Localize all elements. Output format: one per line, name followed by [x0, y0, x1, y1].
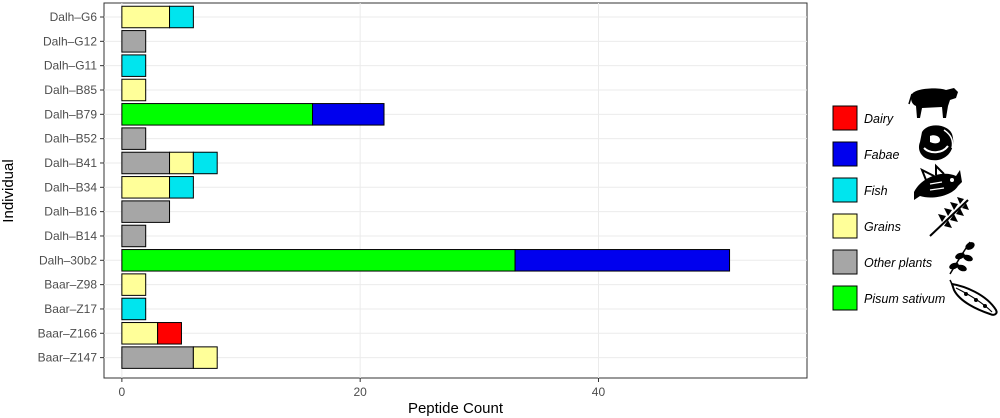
y-tick-label: Baar–Z98 — [44, 278, 97, 292]
legend-key-pisum-sativum — [832, 285, 858, 311]
legend-key-fabae — [832, 141, 858, 167]
y-tick-label: Dalh–B79 — [44, 107, 97, 121]
legend-label: Fabae — [864, 148, 899, 162]
y-tick-label: Dalh–B16 — [44, 205, 97, 219]
legend-label: Grains — [864, 220, 901, 234]
bar-10-fabae — [514, 249, 731, 272]
bar-13-grains — [121, 322, 159, 345]
bar-7-fish — [169, 176, 194, 199]
bar-2-fish — [121, 54, 147, 77]
bar-6-fish — [192, 151, 218, 175]
legend-key-other-plants — [832, 249, 858, 275]
legend-label: Dairy — [864, 112, 894, 126]
bean-icon — [918, 125, 954, 161]
y-tick-label: Dalh–B52 — [44, 132, 97, 146]
wheat-icon — [929, 197, 969, 237]
bar-11-grains — [121, 273, 147, 296]
cow-icon — [908, 88, 958, 118]
legend: Dairy Fabae Fish Grains Other plants Pisum sa… — [832, 105, 945, 311]
legend-label: Fish — [864, 184, 888, 198]
bar-5-other-plants — [121, 127, 147, 150]
x-tick-label: 0 — [119, 385, 126, 399]
bar-4-pisum-sativum — [121, 103, 314, 126]
bar-6-other-plants — [121, 151, 171, 175]
x-tick-label: 40 — [592, 385, 606, 399]
bar-0-fish — [169, 5, 194, 29]
bar-6-grains — [169, 151, 194, 175]
plot-panel — [103, 2, 808, 379]
y-axis-title: Individual — [0, 159, 17, 222]
legend-key-fish — [832, 177, 858, 203]
y-tick-label: Dalh–G11 — [44, 59, 97, 73]
y-tick-label: Dalh–B14 — [44, 229, 97, 243]
leaf-sprig-icon — [949, 241, 975, 275]
y-tick-label: Baar–Z166 — [38, 326, 98, 340]
y-tick-labels: Dalh–G6 Dalh–G12 Dalh–G11 Dalh–B85 Dalh–B79 D… — [38, 10, 104, 365]
legend-key-dairy — [832, 105, 858, 131]
bars — [121, 5, 731, 369]
x-tick-label: 20 — [353, 385, 367, 399]
bar-14-grains — [192, 346, 218, 369]
y-tick-label: Dalh–G12 — [43, 34, 97, 48]
y-tick-label: Dalh–B85 — [44, 83, 97, 97]
y-tick-label: Dalh–30b2 — [39, 253, 97, 267]
bar-12-fish — [121, 297, 147, 321]
x-tick-labels: 0 20 40 — [119, 378, 606, 399]
pea-pod-icon — [949, 279, 998, 316]
bar-3-grains — [121, 78, 147, 102]
bar-7-grains — [121, 176, 171, 199]
fish-icon — [914, 163, 962, 200]
y-tick-label: Baar–Z147 — [38, 351, 98, 365]
bar-13-dairy — [157, 322, 182, 345]
bar-1-other-plants — [121, 30, 147, 53]
legend-label: Other plants — [864, 256, 932, 270]
bar-0-grains — [121, 5, 171, 29]
y-tick-label: Baar–Z17 — [44, 302, 97, 316]
y-tick-label: Dalh–G6 — [50, 10, 98, 24]
y-tick-label: Dalh–B34 — [44, 180, 97, 194]
bar-10-pisum-sativum — [121, 249, 516, 272]
bar-9-other-plants — [121, 224, 147, 248]
bar-8-other-plants — [121, 200, 171, 223]
y-tick-label: Dalh–B41 — [44, 156, 97, 170]
x-axis-title: Peptide Count — [408, 400, 504, 417]
bar-14-other-plants — [121, 346, 194, 369]
legend-label: Pisum sativum — [864, 292, 945, 306]
legend-key-grains — [832, 213, 858, 239]
bar-4-fabae — [312, 103, 385, 126]
